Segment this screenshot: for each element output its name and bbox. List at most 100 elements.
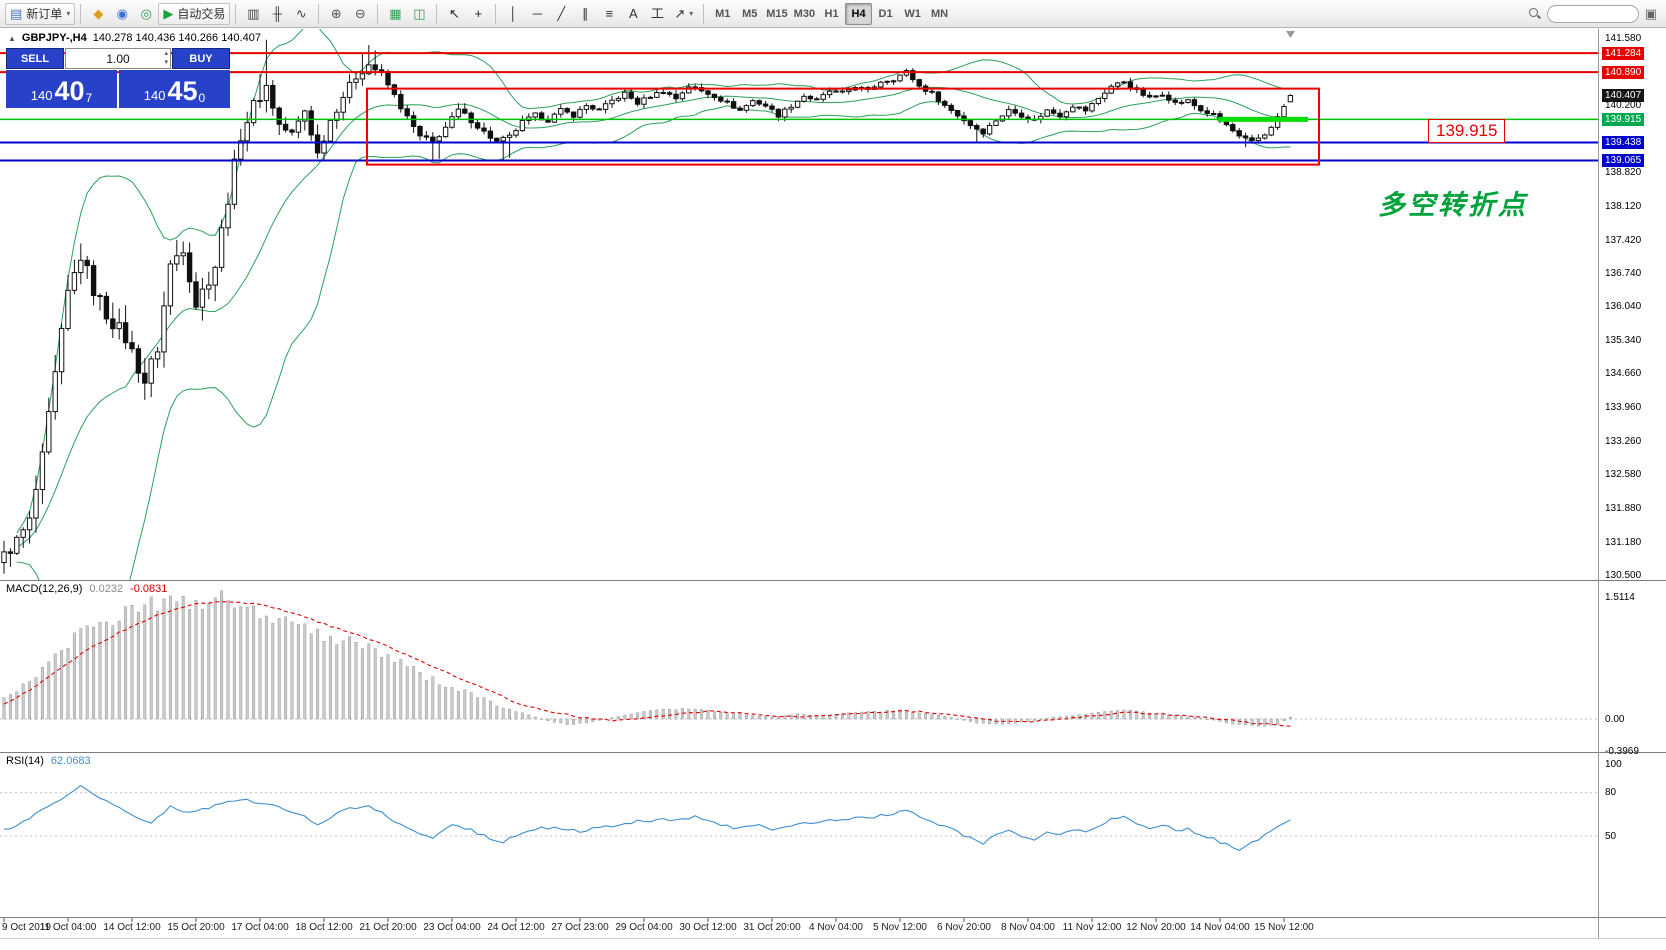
bb-upper-band	[16, 29, 1291, 534]
toolbar-separator	[703, 3, 705, 24]
tf-h1[interactable]: H1	[818, 3, 845, 25]
sell-price-panel[interactable]: 140 40 7	[6, 70, 117, 108]
bear-candle	[564, 108, 570, 113]
market-watch-icon: ◆	[93, 6, 104, 21]
bull-candle	[1274, 116, 1281, 128]
bear-candle	[1249, 137, 1255, 141]
bull-candle	[609, 99, 615, 105]
bear-candle	[935, 91, 942, 102]
rsi-name: RSI(14)	[6, 755, 44, 767]
bull-candle	[26, 517, 33, 531]
tf-m1[interactable]: M1	[709, 3, 736, 25]
bull-candle	[52, 371, 58, 413]
bull-candle	[1108, 85, 1114, 94]
bull-candle	[359, 73, 366, 80]
arrows-icon: ↗	[674, 6, 686, 21]
buy-price-panel[interactable]: 140 45 0	[119, 70, 230, 108]
candlestick-chart-button[interactable]: ╫	[265, 3, 289, 25]
bear-candle	[1146, 94, 1153, 98]
bear-candle	[289, 129, 295, 133]
navigator-button[interactable]: ◎	[134, 3, 158, 25]
bear-candle	[660, 92, 666, 95]
price-level-tag: 139.438	[1602, 135, 1645, 149]
horizontal-line-button[interactable]: ─	[525, 3, 549, 25]
main-toolbar: ▤ 新订单 ▾ ◆ ◉ ◎ ▶ 自动交易 ▥ ╫ ∿ ⊕ ⊖ ▦ ◫ ↖ + │ ─ ╱ ∥ ≡ A 工 ↗ ▾ M1 M5 M15 M3…	[0, 0, 1666, 28]
time-axis-label: 4 Nov 04:00	[809, 922, 863, 933]
channel-button[interactable]: ∥	[573, 3, 597, 25]
bull-candle	[1114, 82, 1121, 87]
bear-candle	[954, 110, 961, 117]
monitor-icon[interactable]: ▣	[1644, 6, 1657, 21]
bear-candle	[90, 265, 97, 297]
bull-candle	[679, 92, 686, 100]
time-axis-label: 23 Oct 04:00	[423, 922, 481, 933]
label-button[interactable]: 工	[645, 3, 669, 25]
tf-m15[interactable]: M15	[763, 3, 790, 25]
tf-m30[interactable]: M30	[791, 3, 818, 25]
new-order-button[interactable]: ▤ 新订单 ▾	[5, 2, 76, 25]
tf-d1[interactable]: D1	[872, 3, 899, 25]
time-axis-label: 8 Nov 04:00	[1001, 922, 1055, 933]
price-callout-label[interactable]: 139.915	[1428, 119, 1506, 143]
bear-candle	[494, 137, 500, 142]
arrows-button[interactable]: ↗ ▾	[669, 3, 698, 25]
sell-button[interactable]: SELL	[6, 48, 64, 69]
toolbar-separator	[436, 3, 438, 24]
time-axis-label: 11 Oct 04:00	[39, 922, 97, 933]
volume-input[interactable]: 1.00 ▴ ▾	[65, 48, 171, 69]
trendline-button[interactable]: ╱	[549, 3, 573, 25]
time-axis[interactable]: 9 Oct 2019 11 Oct 04:00 14 Oct 12:00 15 Oct…	[0, 918, 1598, 938]
bull-candle	[1287, 95, 1294, 103]
zoom-in-button[interactable]: ⊕	[324, 3, 348, 25]
new-order-icon: ▤	[10, 6, 23, 21]
price-scale-label: 133.260	[1605, 435, 1642, 447]
bear-candle	[769, 105, 775, 110]
bull-candle	[71, 272, 78, 291]
chinese-annotation[interactable]: 多空转折点	[1378, 190, 1528, 220]
bear-candle	[1230, 124, 1236, 132]
bar-chart-button[interactable]: ▥	[241, 3, 265, 25]
chart-shift-marker[interactable]	[1286, 31, 1295, 38]
tile-windows-button[interactable]: ▦	[383, 3, 407, 25]
price-scale-column[interactable]: 141.580 141.284 140.890 140.407 140.200 139.9…	[1599, 0, 1666, 938]
caret-down-icon: ▾	[689, 9, 694, 18]
bull-candle	[302, 110, 308, 122]
fibonacci-button[interactable]: ≡	[597, 3, 621, 25]
cascade-windows-button[interactable]: ◫	[407, 3, 431, 25]
search-input[interactable]	[1546, 4, 1639, 23]
volume-spinner[interactable]: ▴ ▾	[164, 49, 168, 67]
price-scale-label: 131.880	[1605, 502, 1642, 514]
tf-d1-label: D1	[878, 7, 893, 20]
buy-button[interactable]: BUY	[172, 48, 230, 69]
tf-h4[interactable]: H4	[845, 2, 873, 25]
one-click-trading-panel: SELL 1.00 ▴ ▾ BUY 140 40 7 140 45 0	[6, 48, 230, 108]
text-button[interactable]: A	[621, 3, 645, 25]
bear-candle	[1012, 109, 1018, 114]
tf-mn[interactable]: MN	[926, 3, 953, 25]
zoom-out-button[interactable]: ⊖	[348, 3, 372, 25]
bull-candle	[1102, 92, 1108, 100]
bear-candle	[1198, 105, 1204, 112]
line-chart-button[interactable]: ∿	[289, 3, 313, 25]
volume-down-icon[interactable]: ▾	[164, 59, 168, 66]
auto-trading-button[interactable]: ▶ 自动交易	[158, 2, 231, 25]
bear-candle	[308, 110, 314, 136]
vertical-line-button[interactable]: │	[501, 3, 525, 25]
crosshair-button[interactable]: +	[466, 3, 490, 25]
collapse-icon[interactable]: ▲	[8, 33, 16, 43]
tf-h4-label: H4	[851, 7, 866, 20]
tf-m5[interactable]: M5	[736, 3, 763, 25]
tf-w1[interactable]: W1	[899, 3, 926, 25]
bear-candle	[270, 84, 276, 109]
cursor-button[interactable]: ↖	[442, 3, 466, 25]
time-axis-label: 12 Nov 20:00	[1126, 922, 1186, 933]
volume-up-icon[interactable]: ▴	[164, 50, 168, 57]
sell-price-whole: 140	[30, 87, 53, 103]
search-icon[interactable]	[1528, 7, 1541, 20]
cascade-windows-icon: ◫	[413, 6, 426, 21]
bear-candle	[737, 107, 743, 111]
bull-candle	[154, 351, 161, 360]
data-window-button[interactable]: ◉	[110, 3, 134, 25]
highlight-rectangle[interactable]	[366, 87, 1320, 166]
market-watch-button[interactable]: ◆	[86, 3, 110, 25]
